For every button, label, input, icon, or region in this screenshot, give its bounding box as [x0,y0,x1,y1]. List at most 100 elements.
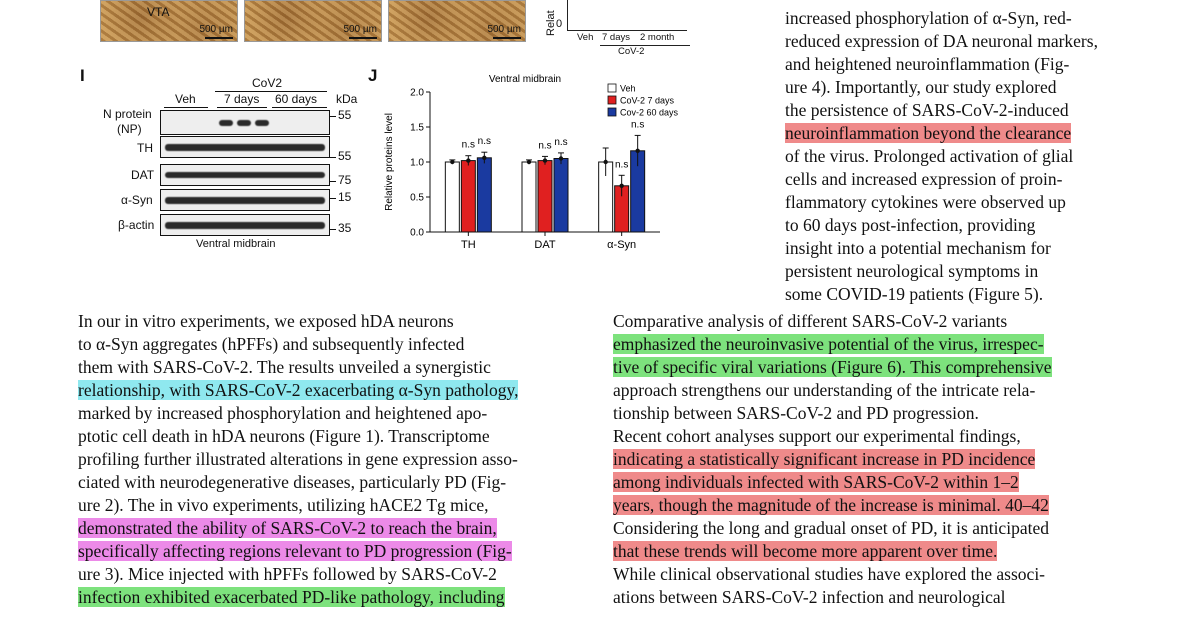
text-span: In our in vitro experiments, we exposed … [78,311,454,331]
kda-value: 75 [338,173,352,187]
text-line: some COVID-19 patients (Figure 5). [785,283,1043,307]
text-span: reduced expression of DA neuronal marker… [785,31,1098,51]
text-span: profiling further illustrated alteration… [78,449,518,469]
band [219,120,233,126]
panel-letter-i: I [80,66,85,85]
text-line: profiling further illustrated alteration… [78,448,518,472]
text-span: of the virus. Prolonged activation of gl… [785,146,1074,166]
x-tick-label: TH [461,239,476,251]
band [255,120,269,126]
text-line: cells and increased expression of proin- [785,168,1062,192]
mini-y-zero: 0 [556,18,563,30]
highlight: that these trends will become more appar… [613,541,998,561]
microscopy-image: 500 µm [388,0,526,42]
significance-label: n.s [554,137,567,148]
row-label: α-Syn [121,193,153,207]
legend-label: CoV-2 7 days [620,96,675,106]
row-label: TH [137,141,153,155]
data-point [482,155,487,160]
bar [444,161,460,233]
band [165,197,325,204]
kda-tick [330,229,336,230]
highlight: demonstrated the ability of SARS-CoV-2 t… [78,518,497,538]
mini-x-axis [567,30,687,31]
mini-y-axis [567,0,568,30]
text-span: some COVID-19 patients (Figure 5). [785,284,1044,304]
text-line: to 60 days post-infection, providing [785,214,1035,238]
text-span: ciated with neurodegenerative diseases, … [78,472,507,492]
kda-value: 55 [338,149,352,163]
text-span: to α-Syn aggregates (hPFFs) and subseque… [78,334,465,354]
text-span: Recent cohort analyses support our exper… [613,426,1021,446]
lane-line [272,107,327,108]
text-line: Considering the long and gradual onset o… [613,517,1049,541]
bar [537,160,553,233]
mini-x-tick: 2 month [640,32,675,43]
data-point [635,148,640,153]
legend-label: Veh [620,84,636,94]
text-line: approach strengthens our understanding o… [613,379,1035,403]
text-line: and heightened neuroinflammation (Fig- [785,53,1069,77]
highlight: among individuals infected with SARS-CoV… [613,472,1019,492]
mini-x-tick: Veh [577,32,594,43]
highlight: indicating a statistically significant i… [613,449,1036,469]
row-label: DAT [131,168,155,182]
data-point [450,159,455,165]
text-line: years, though the magnitude of the incre… [613,494,1049,518]
text-line: Recent cohort analyses support our exper… [613,425,1021,449]
text-line: of the virus. Prolonged activation of gl… [785,145,1073,169]
group-header: CoV2 [252,76,283,90]
lane-line [217,107,267,108]
highlight: specifically affecting regions relevant … [78,541,512,561]
scale-bar-label: 500 µm [199,24,233,35]
data-point [466,158,471,163]
row-label: N protein [103,107,152,121]
scale-bar [349,37,377,39]
text-span: While clinical observational studies hav… [613,564,1046,584]
highlight: emphasized the neuroinvasive potential o… [613,334,1044,354]
kda-value: 35 [338,221,352,235]
band [165,144,325,151]
text-span: Comparative analysis of different SARS-C… [613,311,1008,331]
legend-swatch [607,107,617,117]
y-tick-label: 0.0 [410,228,424,239]
text-line: ure 3). Mice injected with hPFFs followe… [78,563,497,587]
text-span: tionship between SARS-CoV-2 and PD progr… [613,403,979,423]
kda-header: kDa [336,92,358,106]
panel-letter-j: J [368,66,378,85]
chart-title: Ventral midbrain [489,74,561,85]
blot-caption: Ventral midbrain [196,238,276,250]
highlight: tive of specific viral variations (Figur… [613,357,1052,377]
kda-tick [330,157,336,158]
text-line: tionship between SARS-CoV-2 and PD progr… [613,402,979,426]
text-line: reduced expression of DA neuronal marker… [785,30,1098,54]
bar [521,161,537,233]
text-line: indicating a statistically significant i… [613,448,1036,472]
text-line: persistent neurological symptoms in [785,260,1038,284]
text-line: increased phosphorylation of α-Syn, red- [785,7,1072,31]
text-span: cells and increased expression of proin- [785,169,1063,189]
bar [553,158,569,233]
lane-line [164,107,208,108]
blot-bactin [160,214,330,236]
lane-header: Veh [175,92,196,106]
blot-dat [160,164,330,186]
x-tick-label: α-Syn [607,239,636,251]
microscopy-image: 500 µm [244,0,382,42]
text-line: ure 2). The in vivo experiments, utilizi… [78,494,489,518]
x-tick-label: DAT [534,239,555,251]
text-line: ptotic cell death in hDA neurons (Figure… [78,425,490,449]
text-span: insight into a potential mechanism for [785,238,1051,258]
group-line [215,91,327,92]
legend-swatch [607,95,617,105]
text-line: among individuals infected with SARS-CoV… [613,471,1019,495]
data-point [526,159,532,165]
text-span: them with SARS-CoV-2. The results unveil… [78,357,491,377]
text-span: ations between SARS-CoV-2 infection and … [613,587,1006,607]
highlight: infection exhibited exacerbated PD-like … [78,587,505,607]
mini-group-line [600,45,690,46]
highlight: years, though the magnitude of the incre… [613,495,1049,515]
blot-asyn [160,189,330,211]
text-line: In our in vitro experiments, we exposed … [78,310,454,334]
y-tick-label: 1.0 [410,158,424,169]
